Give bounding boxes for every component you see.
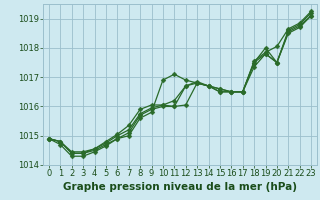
X-axis label: Graphe pression niveau de la mer (hPa): Graphe pression niveau de la mer (hPa)	[63, 182, 297, 192]
